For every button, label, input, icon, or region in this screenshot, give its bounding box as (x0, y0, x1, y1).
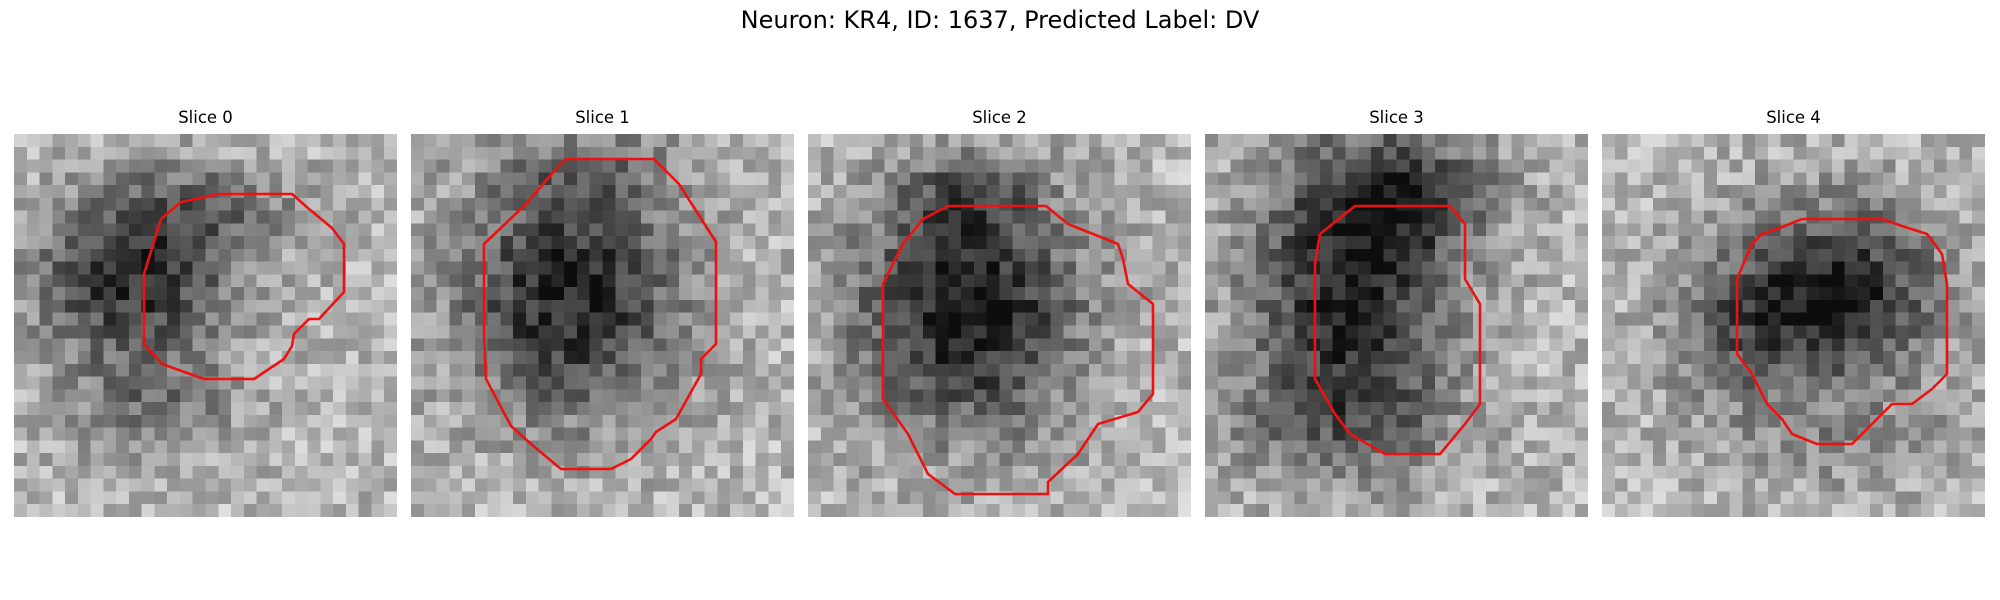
slice-pixels (1602, 134, 1985, 517)
roi-contour (1735, 217, 1949, 446)
slice-image-1 (411, 134, 794, 517)
slice-title: Slice 1 (575, 108, 630, 127)
roi-contour (482, 157, 718, 471)
slice-pixels (411, 134, 794, 517)
slice-title: Slice 2 (972, 108, 1027, 127)
roi-contour (1313, 204, 1482, 456)
slice-image-2 (808, 134, 1191, 517)
slice-image-4 (1602, 134, 1985, 517)
slice-image-0 (14, 134, 397, 517)
roi-contour (881, 204, 1155, 496)
figure-title: Neuron: KR4, ID: 1637, Predicted Label: … (740, 6, 1260, 34)
slice-title: Slice 4 (1766, 108, 1821, 127)
slice-pixels (808, 134, 1191, 517)
slice-title: Slice 0 (178, 108, 233, 127)
slice-image-3 (1205, 134, 1588, 517)
slice-title: Slice 3 (1369, 108, 1424, 127)
roi-contour (142, 192, 346, 381)
